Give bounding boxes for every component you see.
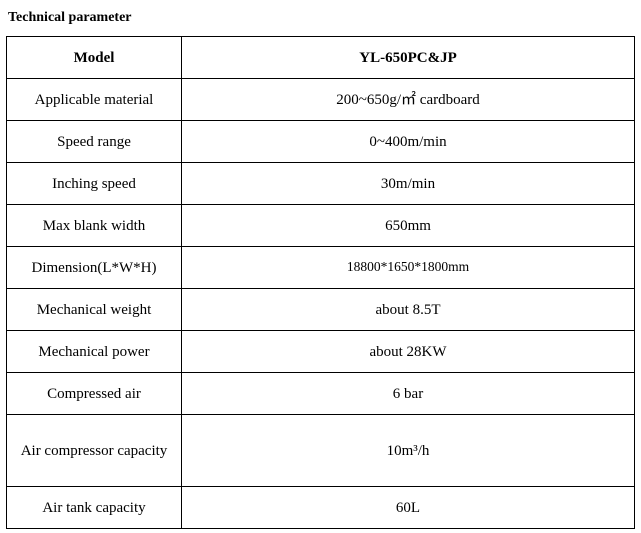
table-row: Inching speed30m/min: [7, 163, 635, 205]
param-cell: Air compressor capacity: [7, 415, 182, 487]
param-cell: Inching speed: [7, 163, 182, 205]
value-cell: 0~400m/min: [182, 121, 635, 163]
value-cell: 30m/min: [182, 163, 635, 205]
param-cell: Air tank capacity: [7, 487, 182, 529]
param-cell: Speed range: [7, 121, 182, 163]
value-cell: about 28KW: [182, 331, 635, 373]
param-cell: Compressed air: [7, 373, 182, 415]
header-value: YL-650PC&JP: [182, 37, 635, 79]
table-row: Dimension(L*W*H)18800*1650*1800mm: [7, 247, 635, 289]
value-cell: about 8.5T: [182, 289, 635, 331]
value-cell: 200~650g/㎡ cardboard: [182, 79, 635, 121]
table-row: Air tank capacity60L: [7, 487, 635, 529]
table-row: Applicable material200~650g/㎡ cardboard: [7, 79, 635, 121]
value-cell: 650mm: [182, 205, 635, 247]
spec-table: Model YL-650PC&JP Applicable material200…: [6, 36, 635, 529]
table-row: Air compressor capacity10m³/h: [7, 415, 635, 487]
param-cell: Dimension(L*W*H): [7, 247, 182, 289]
table-row: Speed range0~400m/min: [7, 121, 635, 163]
table-body: Applicable material200~650g/㎡ cardboardS…: [7, 79, 635, 529]
param-cell: Mechanical power: [7, 331, 182, 373]
table-row: Max blank width650mm: [7, 205, 635, 247]
param-cell: Max blank width: [7, 205, 182, 247]
section-title: Technical parameter: [6, 4, 635, 36]
table-row: Compressed air6 bar: [7, 373, 635, 415]
value-cell: 60L: [182, 487, 635, 529]
value-cell: 18800*1650*1800mm: [182, 247, 635, 289]
param-cell: Mechanical weight: [7, 289, 182, 331]
value-cell: 6 bar: [182, 373, 635, 415]
table-row: Mechanical weightabout 8.5T: [7, 289, 635, 331]
value-cell: 10m³/h: [182, 415, 635, 487]
table-row: Mechanical powerabout 28KW: [7, 331, 635, 373]
table-header-row: Model YL-650PC&JP: [7, 37, 635, 79]
param-cell: Applicable material: [7, 79, 182, 121]
header-param: Model: [7, 37, 182, 79]
